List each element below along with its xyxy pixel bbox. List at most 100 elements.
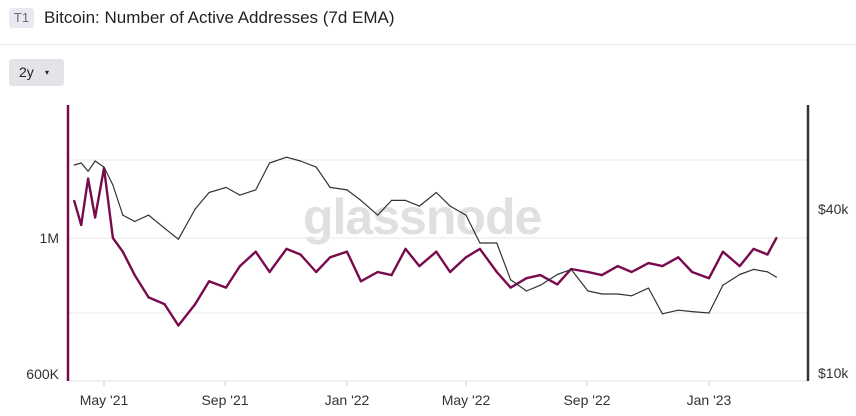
active-addresses-point-43 <box>677 256 680 259</box>
price-point-34 <box>539 284 542 286</box>
active-addresses-point-22 <box>359 280 362 283</box>
active-addresses-point-9 <box>163 303 166 306</box>
price-point-27 <box>435 191 437 194</box>
price-point-36 <box>570 268 572 270</box>
time-range-label: 2y <box>19 64 34 80</box>
active-addresses-point-20 <box>329 256 332 259</box>
active-addresses-point-35 <box>556 283 559 286</box>
price-point-42 <box>661 313 664 315</box>
active-addresses-point-41 <box>647 262 650 265</box>
price-point-32 <box>510 279 512 281</box>
axes-layer <box>66 105 810 381</box>
active-addresses-point-33 <box>525 277 528 280</box>
price-point-40 <box>631 295 633 297</box>
price-line <box>74 156 777 315</box>
price-point-28 <box>449 205 451 207</box>
active-addresses-point-18 <box>299 253 302 256</box>
price-point-49 <box>766 271 769 273</box>
price-point-2 <box>87 170 89 172</box>
price-point-25 <box>404 199 407 201</box>
chart-header: T1 Bitcoin: Number of Active Addresses (… <box>0 0 856 45</box>
price-point-12 <box>208 191 210 194</box>
active-addresses-point-3 <box>94 216 97 219</box>
price-point-38 <box>601 293 603 295</box>
price-point-26 <box>418 205 420 207</box>
chart-title: Bitcoin: Number of Active Addresses (7d … <box>44 8 395 27</box>
active-addresses-point-38 <box>600 274 604 277</box>
price-point-17 <box>285 156 288 158</box>
active-addresses-point-11 <box>194 303 197 306</box>
active-addresses-point-29 <box>464 256 468 259</box>
price-point-21 <box>346 189 348 191</box>
price-point-7 <box>134 220 136 223</box>
active-addresses-point-46 <box>721 250 725 253</box>
x-tick-label-5: Jan '23 <box>687 392 732 408</box>
active-addresses-point-12 <box>208 280 211 283</box>
price-point-16 <box>269 162 271 164</box>
price-point-18 <box>299 160 301 162</box>
time-range-dropdown[interactable]: 2y ▾ <box>9 59 64 86</box>
price-point-50 <box>775 276 778 278</box>
price-point-24 <box>391 199 393 201</box>
price-point-10 <box>177 238 179 240</box>
active-addresses-point-49 <box>766 253 769 256</box>
price-point-35 <box>556 273 558 276</box>
tick-labels: May '21 Sep '21 Jan '22 May '22 Sep '22 Jan '… <box>26 201 849 408</box>
active-addresses-point-31 <box>495 270 498 274</box>
price-point-39 <box>617 293 619 295</box>
active-addresses-point-47 <box>738 265 741 268</box>
active-addresses-line <box>73 166 778 327</box>
active-addresses-point-48 <box>752 247 755 250</box>
price-point-6 <box>122 214 124 216</box>
x-tick-label-0: May '21 <box>80 392 129 408</box>
active-addresses-point-45 <box>707 277 711 280</box>
price-point-30 <box>479 242 481 244</box>
price-point-0 <box>73 164 75 166</box>
price-point-20 <box>329 186 331 188</box>
active-addresses-point-30 <box>478 247 481 250</box>
active-addresses-point-13 <box>224 286 228 289</box>
price-point-9 <box>163 227 166 229</box>
price-point-14 <box>239 194 241 196</box>
tier-badge: T1 <box>9 8 34 28</box>
series-layer <box>73 156 778 327</box>
price-point-48 <box>753 268 755 270</box>
active-addresses-point-44 <box>691 270 694 274</box>
price-point-13 <box>225 186 227 188</box>
x-tick-label-2: Jan '22 <box>325 392 370 408</box>
price-point-22 <box>360 199 362 201</box>
active-addresses-point-26 <box>418 265 421 268</box>
watermark-logo: glassnode <box>303 189 542 245</box>
active-addresses-point-42 <box>661 265 664 268</box>
active-addresses-point-8 <box>147 296 150 299</box>
active-addresses-point-10 <box>177 324 180 327</box>
price-point-33 <box>525 290 528 292</box>
active-addresses-point-25 <box>404 247 407 250</box>
price-point-37 <box>587 290 589 292</box>
grid-lines <box>68 159 808 386</box>
price-point-46 <box>722 284 724 286</box>
price-point-44 <box>691 311 693 313</box>
x-tick-label-3: May '22 <box>442 392 491 408</box>
price-point-45 <box>708 312 710 314</box>
active-addresses-point-19 <box>315 270 318 274</box>
price-point-23 <box>377 214 379 216</box>
active-addresses-point-34 <box>539 274 542 277</box>
active-addresses-point-7 <box>133 274 136 277</box>
price-point-5 <box>112 184 114 186</box>
price-point-29 <box>465 214 467 216</box>
y-right-tick-label-0: $40k <box>818 201 849 217</box>
active-addresses-point-23 <box>376 270 379 274</box>
active-addresses-point-40 <box>630 270 633 274</box>
active-addresses-point-28 <box>449 270 452 274</box>
price-point-19 <box>315 166 317 168</box>
chevron-down-icon: ▾ <box>45 68 50 77</box>
active-addresses-point-1 <box>80 223 83 227</box>
price-point-15 <box>255 189 257 191</box>
price-point-4 <box>103 166 105 168</box>
y-left-tick-label-0: 1M <box>40 230 59 246</box>
y-right-tick-label-1: $10k <box>818 365 849 381</box>
active-addresses-point-50 <box>775 236 778 240</box>
x-tick-label-1: Sep '21 <box>201 392 248 408</box>
